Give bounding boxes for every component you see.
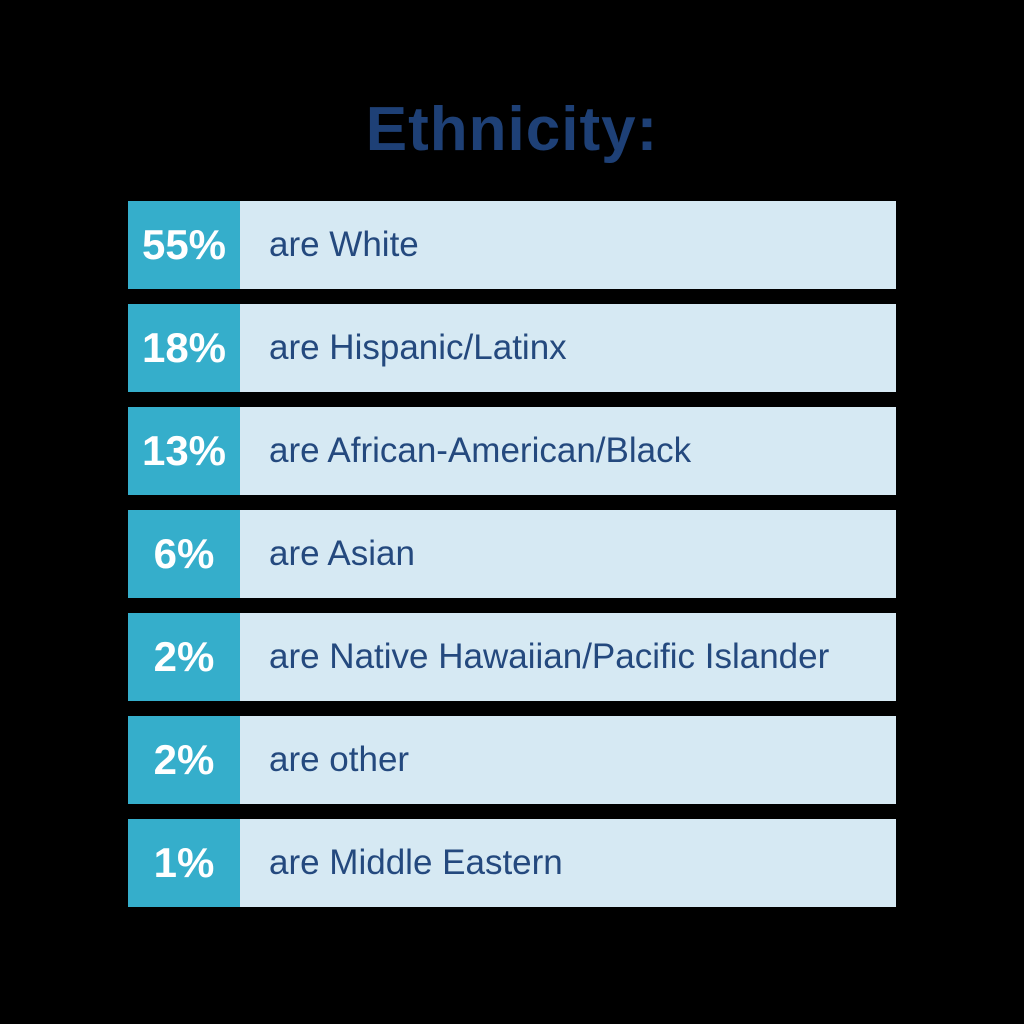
percent-badge: 18% bbox=[128, 304, 240, 392]
category-label-bar: are Native Hawaiian/Pacific Islander bbox=[240, 613, 896, 701]
ethnicity-row: 1% are Middle Eastern bbox=[128, 819, 896, 907]
chart-title: Ethnicity: bbox=[365, 95, 659, 164]
percent-badge: 55% bbox=[128, 201, 240, 289]
category-label-bar: are Middle Eastern bbox=[240, 819, 896, 907]
category-label-bar: are White bbox=[240, 201, 896, 289]
ethnicity-row: 2% are Native Hawaiian/Pacific Islander bbox=[128, 613, 896, 701]
percent-badge: 1% bbox=[128, 819, 240, 907]
category-label-bar: are other bbox=[240, 716, 896, 804]
percent-badge: 13% bbox=[128, 407, 240, 495]
ethnicity-row: 55% are White bbox=[128, 201, 896, 289]
ethnicity-row: 13% are African-American/Black bbox=[128, 407, 896, 495]
ethnicity-row: 2% are other bbox=[128, 716, 896, 804]
category-label-bar: are Hispanic/Latinx bbox=[240, 304, 896, 392]
ethnicity-row: 6% are Asian bbox=[128, 510, 896, 598]
percent-badge: 2% bbox=[128, 716, 240, 804]
ethnicity-row-list: 55% are White 18% are Hispanic/Latinx 13… bbox=[128, 201, 896, 907]
percent-badge: 2% bbox=[128, 613, 240, 701]
category-label-bar: are African-American/Black bbox=[240, 407, 896, 495]
ethnicity-row: 18% are Hispanic/Latinx bbox=[128, 304, 896, 392]
percent-badge: 6% bbox=[128, 510, 240, 598]
category-label-bar: are Asian bbox=[240, 510, 896, 598]
